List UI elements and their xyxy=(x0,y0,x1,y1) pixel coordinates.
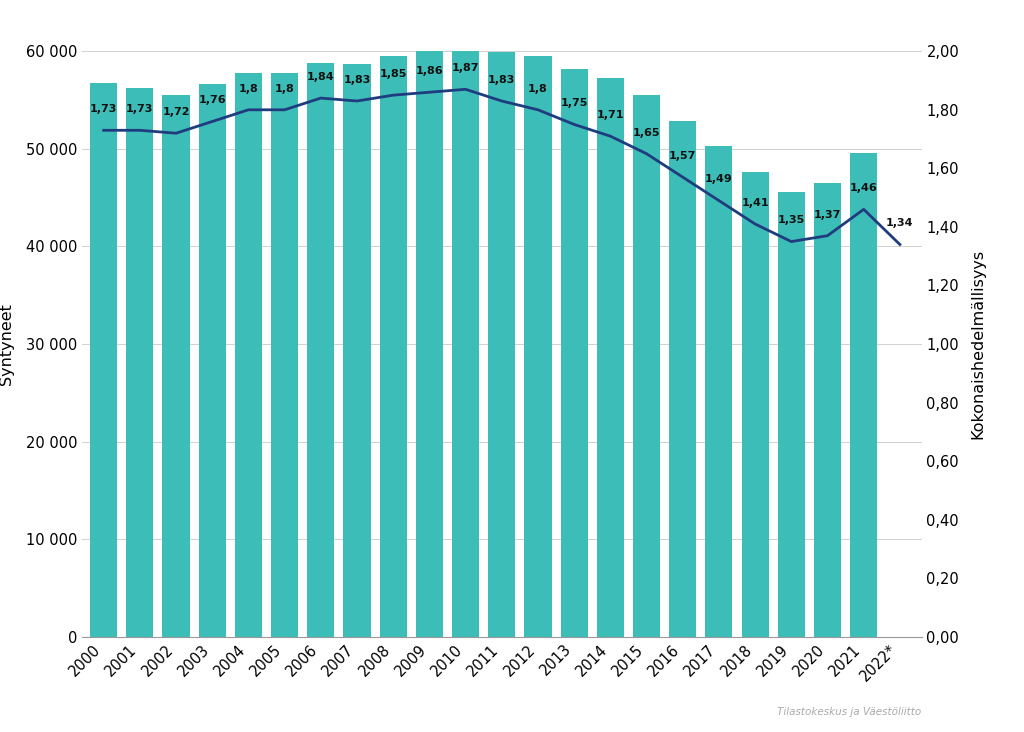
Bar xyxy=(814,183,841,637)
Bar xyxy=(597,78,624,637)
Bar xyxy=(488,52,515,637)
Bar xyxy=(199,84,225,637)
Y-axis label: Syntyneet: Syntyneet xyxy=(0,303,14,385)
Text: 1,8: 1,8 xyxy=(528,83,548,94)
Text: 1,8: 1,8 xyxy=(239,83,258,94)
Bar xyxy=(850,153,878,637)
Text: 1,49: 1,49 xyxy=(706,174,733,184)
Text: 1,8: 1,8 xyxy=(274,83,295,94)
Text: 1,65: 1,65 xyxy=(633,127,660,138)
Text: 1,83: 1,83 xyxy=(488,75,515,85)
Text: 1,71: 1,71 xyxy=(597,110,624,120)
Text: 1,37: 1,37 xyxy=(814,209,841,220)
Text: 1,73: 1,73 xyxy=(126,104,154,114)
Text: 1,84: 1,84 xyxy=(307,72,335,82)
Text: 1,41: 1,41 xyxy=(741,198,769,208)
Text: 1,46: 1,46 xyxy=(850,183,878,193)
Bar xyxy=(524,56,552,637)
Bar xyxy=(234,73,262,637)
Bar xyxy=(343,64,371,637)
Bar xyxy=(633,95,660,637)
Bar xyxy=(778,192,805,637)
Text: 1,87: 1,87 xyxy=(452,63,479,73)
Bar xyxy=(452,42,479,637)
Text: 1,72: 1,72 xyxy=(162,107,189,117)
Text: 1,76: 1,76 xyxy=(199,95,226,105)
Text: 1,86: 1,86 xyxy=(416,66,443,76)
Text: 1,75: 1,75 xyxy=(560,98,588,108)
Text: 1,73: 1,73 xyxy=(90,104,118,114)
Bar xyxy=(380,56,407,637)
Y-axis label: Kokonaishedelmällisyys: Kokonaishedelmällisyys xyxy=(971,249,985,439)
Bar xyxy=(669,122,696,637)
Bar xyxy=(307,62,335,637)
Text: 1,34: 1,34 xyxy=(886,218,913,228)
Bar xyxy=(90,83,117,637)
Bar xyxy=(741,173,769,637)
Bar xyxy=(416,47,443,637)
Bar xyxy=(163,94,189,637)
Text: 1,35: 1,35 xyxy=(777,215,805,225)
Bar xyxy=(126,89,154,637)
Text: 1,57: 1,57 xyxy=(669,151,696,161)
Bar xyxy=(271,73,298,637)
Text: Tilastokeskus ja Väestöliitto: Tilastokeskus ja Väestöliitto xyxy=(777,707,922,717)
Bar xyxy=(706,146,732,637)
Text: 1,83: 1,83 xyxy=(343,75,371,85)
Text: 1,85: 1,85 xyxy=(380,69,407,79)
Bar xyxy=(560,70,588,637)
